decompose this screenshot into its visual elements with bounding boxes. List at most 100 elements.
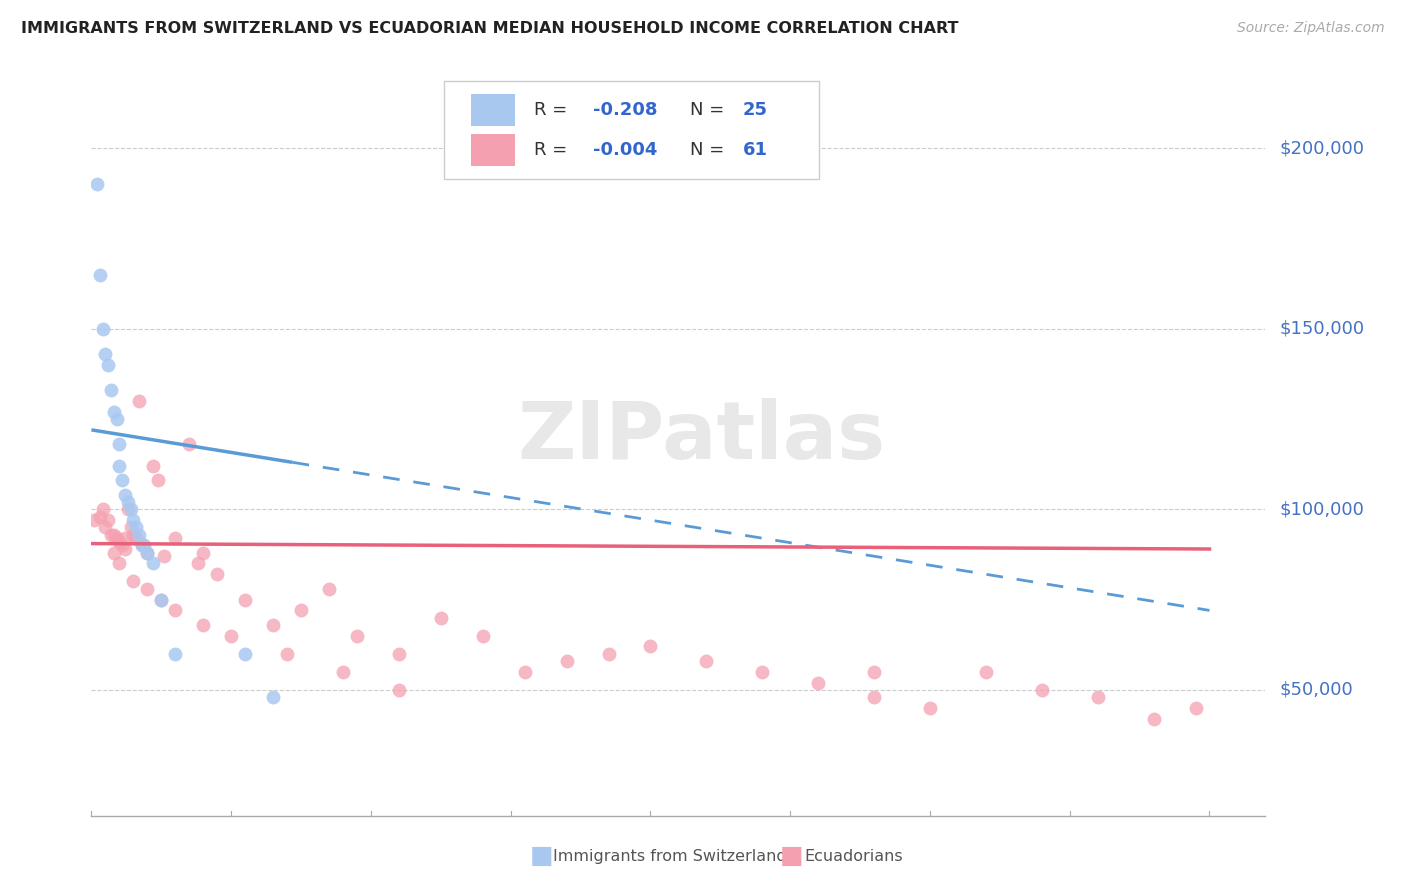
Text: $200,000: $200,000 <box>1279 139 1364 157</box>
Point <box>165 647 187 661</box>
Text: $100,000: $100,000 <box>1279 500 1364 518</box>
Point <box>108 437 131 451</box>
Point <box>100 383 122 397</box>
Point <box>598 647 620 661</box>
Text: N =: N = <box>690 101 730 119</box>
Text: $50,000: $50,000 <box>1279 681 1353 698</box>
Point <box>863 690 886 704</box>
Point <box>318 582 340 596</box>
Point <box>262 690 284 704</box>
Point <box>332 665 354 679</box>
Point <box>117 495 139 509</box>
Point <box>262 617 284 632</box>
Point <box>150 592 173 607</box>
Point <box>153 549 176 564</box>
Text: -0.208: -0.208 <box>593 101 657 119</box>
Text: ZIPatlas: ZIPatlas <box>517 398 886 476</box>
Point <box>108 458 131 473</box>
Point <box>131 538 153 552</box>
Point <box>83 513 105 527</box>
Point <box>134 538 156 552</box>
Point <box>807 675 830 690</box>
Text: $150,000: $150,000 <box>1279 319 1365 338</box>
Point <box>100 527 122 541</box>
Point <box>346 629 368 643</box>
Point <box>193 617 215 632</box>
Point <box>219 629 242 643</box>
Point <box>290 603 312 617</box>
Point <box>97 358 120 372</box>
Point <box>103 527 125 541</box>
Point <box>205 567 228 582</box>
Point <box>91 322 114 336</box>
Point <box>388 682 411 697</box>
Point <box>128 527 150 541</box>
Point <box>640 640 662 654</box>
Point <box>105 412 128 426</box>
Point <box>103 546 125 560</box>
Text: ■: ■ <box>780 845 803 868</box>
Point <box>111 474 134 488</box>
Text: 61: 61 <box>742 141 768 159</box>
Point <box>179 437 201 451</box>
Point <box>142 458 165 473</box>
Point <box>125 520 148 534</box>
Text: Ecuadorians: Ecuadorians <box>804 849 903 863</box>
Point <box>131 538 153 552</box>
Point <box>114 531 136 545</box>
Point <box>1031 682 1053 697</box>
Point <box>86 178 108 192</box>
Point <box>187 557 209 571</box>
Point <box>128 394 150 409</box>
Point <box>430 610 453 624</box>
Point <box>148 474 170 488</box>
Point <box>142 557 165 571</box>
Text: R =: R = <box>534 141 574 159</box>
Point <box>276 647 298 661</box>
Point <box>513 665 536 679</box>
Point <box>136 546 159 560</box>
Point <box>117 502 139 516</box>
Point <box>1184 701 1206 715</box>
Point <box>388 647 411 661</box>
Point <box>94 347 117 361</box>
Point <box>974 665 997 679</box>
Point <box>89 509 111 524</box>
Point <box>751 665 773 679</box>
Point <box>120 502 142 516</box>
FancyBboxPatch shape <box>471 134 515 166</box>
Text: Source: ZipAtlas.com: Source: ZipAtlas.com <box>1237 21 1385 35</box>
Point <box>105 531 128 545</box>
Point <box>108 557 131 571</box>
Point <box>89 268 111 282</box>
Point <box>233 647 256 661</box>
Point <box>122 513 145 527</box>
Point <box>1142 712 1164 726</box>
Point <box>91 502 114 516</box>
FancyBboxPatch shape <box>471 94 515 126</box>
Point <box>125 531 148 545</box>
Text: -0.004: -0.004 <box>593 141 657 159</box>
Point <box>120 520 142 534</box>
Point <box>193 546 215 560</box>
Point <box>136 582 159 596</box>
Point <box>103 405 125 419</box>
Point <box>122 574 145 589</box>
Text: R =: R = <box>534 101 574 119</box>
Point <box>555 654 578 668</box>
Text: ■: ■ <box>530 845 553 868</box>
Point <box>918 701 941 715</box>
Text: 25: 25 <box>742 101 768 119</box>
Point <box>108 534 131 549</box>
Point <box>695 654 717 668</box>
Point <box>1087 690 1109 704</box>
Point <box>136 546 159 560</box>
Text: Immigrants from Switzerland: Immigrants from Switzerland <box>553 849 786 863</box>
Point <box>97 513 120 527</box>
Point <box>471 629 494 643</box>
Text: N =: N = <box>690 141 730 159</box>
Point <box>150 592 173 607</box>
Text: IMMIGRANTS FROM SWITZERLAND VS ECUADORIAN MEDIAN HOUSEHOLD INCOME CORRELATION CH: IMMIGRANTS FROM SWITZERLAND VS ECUADORIA… <box>21 21 959 36</box>
FancyBboxPatch shape <box>443 80 820 179</box>
Point <box>111 538 134 552</box>
